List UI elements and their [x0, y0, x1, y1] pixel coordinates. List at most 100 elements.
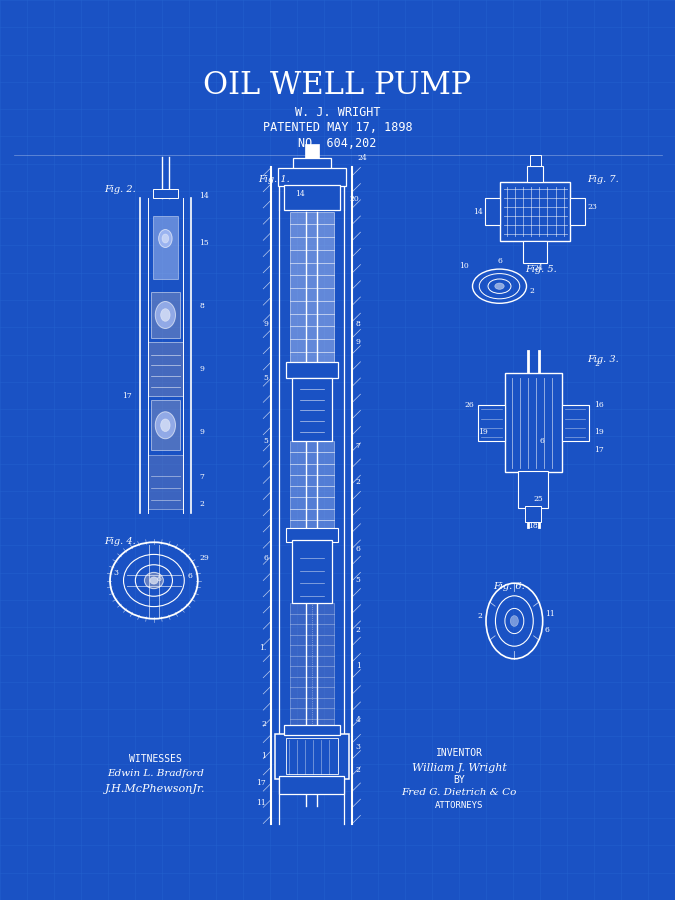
Text: 1.: 1.: [259, 644, 266, 652]
Text: Fig. 2.: Fig. 2.: [105, 184, 136, 194]
Text: 17: 17: [256, 779, 266, 787]
Text: 9: 9: [263, 320, 268, 328]
Text: 19: 19: [594, 428, 603, 436]
Text: 11: 11: [545, 610, 554, 617]
Bar: [148, 454, 183, 508]
Bar: [279, 776, 344, 794]
Text: 5: 5: [263, 437, 268, 445]
Text: 18: 18: [529, 523, 538, 530]
Circle shape: [161, 418, 170, 431]
Bar: [292, 378, 332, 441]
Bar: [153, 216, 178, 279]
Text: 14: 14: [296, 190, 305, 197]
Circle shape: [159, 230, 172, 248]
Text: 14: 14: [474, 208, 483, 215]
Bar: [525, 506, 541, 522]
Text: Fig. 1.: Fig. 1.: [258, 176, 290, 184]
Text: Fig. 5.: Fig. 5.: [525, 266, 557, 274]
Text: 9: 9: [199, 365, 204, 373]
Bar: [151, 292, 180, 338]
Bar: [530, 155, 541, 166]
Text: Edwin L. Bradford: Edwin L. Bradford: [107, 769, 204, 778]
Text: 26: 26: [465, 401, 475, 409]
Bar: [562, 405, 589, 441]
Bar: [286, 528, 338, 542]
Bar: [298, 547, 325, 596]
Bar: [292, 540, 332, 603]
Bar: [151, 400, 180, 450]
Bar: [527, 166, 543, 182]
Text: 2: 2: [477, 613, 482, 620]
Ellipse shape: [495, 283, 504, 289]
Bar: [500, 182, 570, 240]
Text: 15: 15: [199, 239, 209, 247]
Bar: [290, 212, 334, 364]
Text: 6: 6: [497, 257, 502, 265]
Bar: [298, 385, 325, 434]
Bar: [570, 198, 585, 225]
Text: 5: 5: [263, 374, 268, 382]
Bar: [505, 374, 562, 473]
Text: Fig. 7.: Fig. 7.: [587, 176, 619, 184]
Text: 6: 6: [540, 437, 545, 445]
Text: 2: 2: [594, 361, 599, 368]
Circle shape: [510, 616, 518, 626]
Bar: [284, 184, 340, 210]
Ellipse shape: [150, 577, 158, 584]
Bar: [275, 734, 349, 778]
Text: 29: 29: [200, 554, 209, 562]
Text: Fig. 6.: Fig. 6.: [493, 582, 524, 591]
Text: 17: 17: [122, 392, 132, 400]
Text: 11: 11: [256, 799, 266, 806]
Bar: [290, 603, 334, 729]
Text: 3: 3: [114, 570, 119, 577]
Bar: [523, 240, 547, 263]
Text: Fig. 4.: Fig. 4.: [105, 537, 136, 546]
Bar: [293, 158, 331, 171]
Text: J.H.McPhewsonJr.: J.H.McPhewsonJr.: [105, 784, 205, 795]
Text: 24: 24: [534, 264, 543, 272]
Text: INVENTOR: INVENTOR: [435, 748, 483, 759]
Text: 6: 6: [545, 626, 549, 634]
Text: 6: 6: [263, 554, 268, 562]
Text: 25: 25: [533, 496, 543, 503]
Text: OIL WELL PUMP: OIL WELL PUMP: [203, 70, 472, 101]
Text: 2: 2: [356, 478, 360, 485]
Circle shape: [155, 411, 176, 438]
Text: 9: 9: [356, 338, 360, 346]
Text: 17: 17: [594, 446, 603, 454]
Text: 2: 2: [261, 721, 266, 728]
Circle shape: [155, 302, 176, 328]
Text: 2: 2: [530, 287, 535, 294]
Bar: [290, 441, 334, 531]
Text: 1: 1: [356, 662, 360, 670]
Text: 8: 8: [199, 302, 204, 310]
Text: 4: 4: [356, 716, 360, 724]
Text: 2: 2: [356, 626, 360, 634]
Text: 1: 1: [261, 752, 266, 760]
Text: 19: 19: [479, 428, 488, 436]
Ellipse shape: [144, 572, 163, 589]
Text: 20: 20: [349, 195, 358, 203]
Text: 16: 16: [594, 401, 603, 409]
Text: Fig. 3.: Fig. 3.: [587, 356, 619, 364]
Bar: [286, 362, 338, 378]
Text: NO. 604,202: NO. 604,202: [298, 137, 377, 149]
Text: BY: BY: [453, 775, 465, 786]
Text: WITNESSES: WITNESSES: [129, 753, 182, 764]
Text: 9: 9: [199, 428, 204, 436]
Text: W. J. WRIGHT: W. J. WRIGHT: [295, 106, 380, 119]
Text: 10: 10: [460, 263, 469, 270]
Bar: [478, 405, 505, 441]
Circle shape: [161, 309, 170, 321]
Bar: [148, 342, 183, 396]
Text: PATENTED MAY 17, 1898: PATENTED MAY 17, 1898: [263, 122, 412, 134]
Bar: [278, 168, 346, 186]
Bar: [153, 189, 178, 198]
Bar: [286, 738, 338, 774]
Text: 6: 6: [356, 545, 360, 553]
Text: 3: 3: [356, 743, 360, 751]
Text: 6: 6: [188, 572, 192, 580]
Bar: [284, 724, 340, 735]
Text: Fred G. Dietrich & Co: Fred G. Dietrich & Co: [402, 788, 516, 797]
